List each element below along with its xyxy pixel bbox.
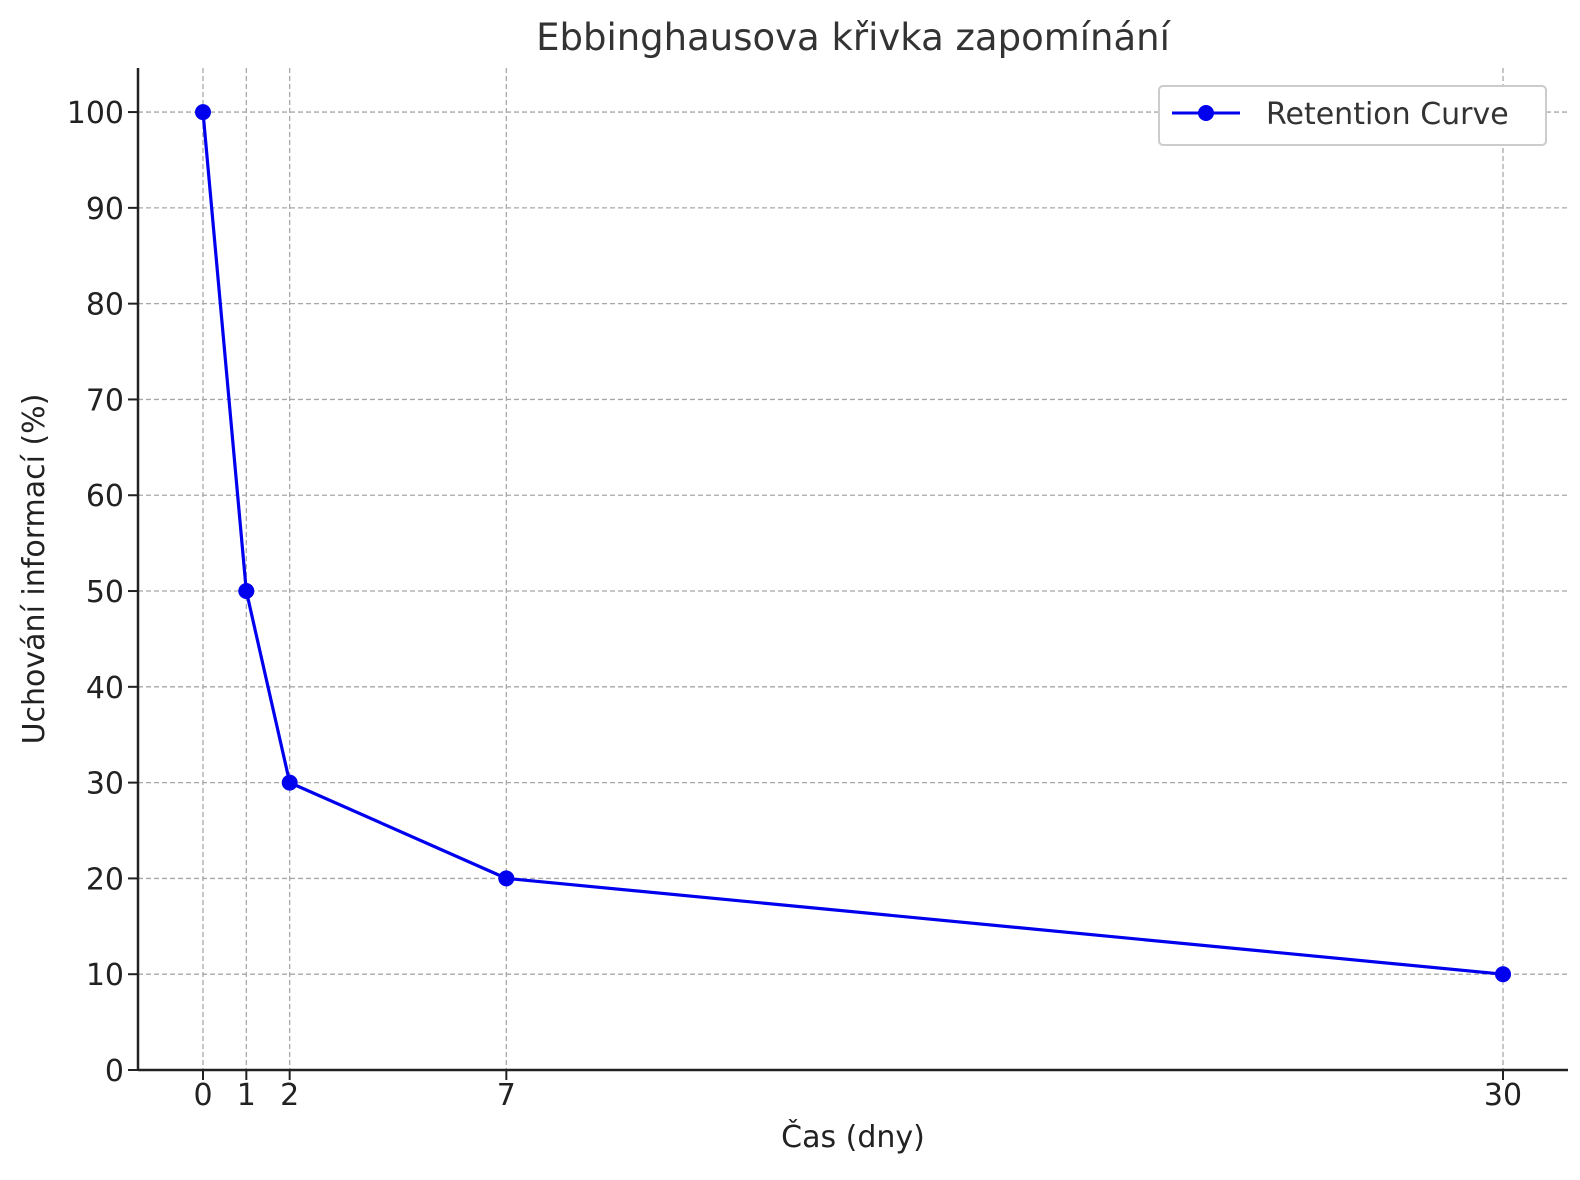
data-point [238,583,255,599]
x-tick-label: 0 [193,1078,212,1113]
y-tick-label: 70 [86,383,124,418]
legend-label: Retention Curve [1266,97,1509,132]
legend: Retention Curve [1158,85,1547,146]
y-tick-label: 60 [86,479,124,514]
x-tick-label: 1 [237,1078,256,1113]
series-layer [195,104,1511,983]
data-point [1495,966,1511,983]
chart-title: Ebbinghausova křivka zapomínání [536,16,1172,59]
x-tick-label: 30 [1484,1078,1522,1113]
data-point [281,774,298,791]
grid [138,68,1568,1071]
y-tick-label: 10 [86,958,124,993]
x-tick-label: 7 [497,1078,516,1113]
y-tick-label: 80 [86,288,124,323]
legend-dot-marker [1198,105,1214,121]
y-tick-label: 30 [86,767,124,802]
data-point [195,104,211,121]
y-tick-label: 90 [86,192,124,227]
legend-box [1158,85,1547,146]
y-tick-label: 40 [86,671,124,706]
x-axis-label: Čas (dny) [781,1118,925,1155]
y-tick-label: 20 [86,862,124,897]
y-axis-label: Uchování informací (%) [17,394,52,745]
y-tick-label: 100 [67,96,124,131]
y-tick-label: 50 [86,575,124,610]
y-tick-label: 0 [105,1054,124,1089]
data-point [498,870,515,887]
x-tick-label: 2 [280,1078,299,1113]
